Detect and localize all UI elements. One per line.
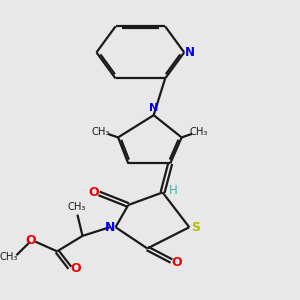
Text: H: H xyxy=(169,184,178,197)
Text: O: O xyxy=(172,256,182,269)
Text: O: O xyxy=(70,262,81,275)
Text: N: N xyxy=(149,103,158,113)
Text: N: N xyxy=(184,46,194,59)
Text: CH₃: CH₃ xyxy=(190,127,208,137)
Text: CH₃: CH₃ xyxy=(0,252,18,262)
Text: O: O xyxy=(25,234,35,247)
Text: CH₃: CH₃ xyxy=(68,202,86,212)
Text: S: S xyxy=(191,221,200,234)
Text: CH₃: CH₃ xyxy=(92,127,110,137)
Text: O: O xyxy=(88,186,99,199)
Text: N: N xyxy=(104,221,115,234)
